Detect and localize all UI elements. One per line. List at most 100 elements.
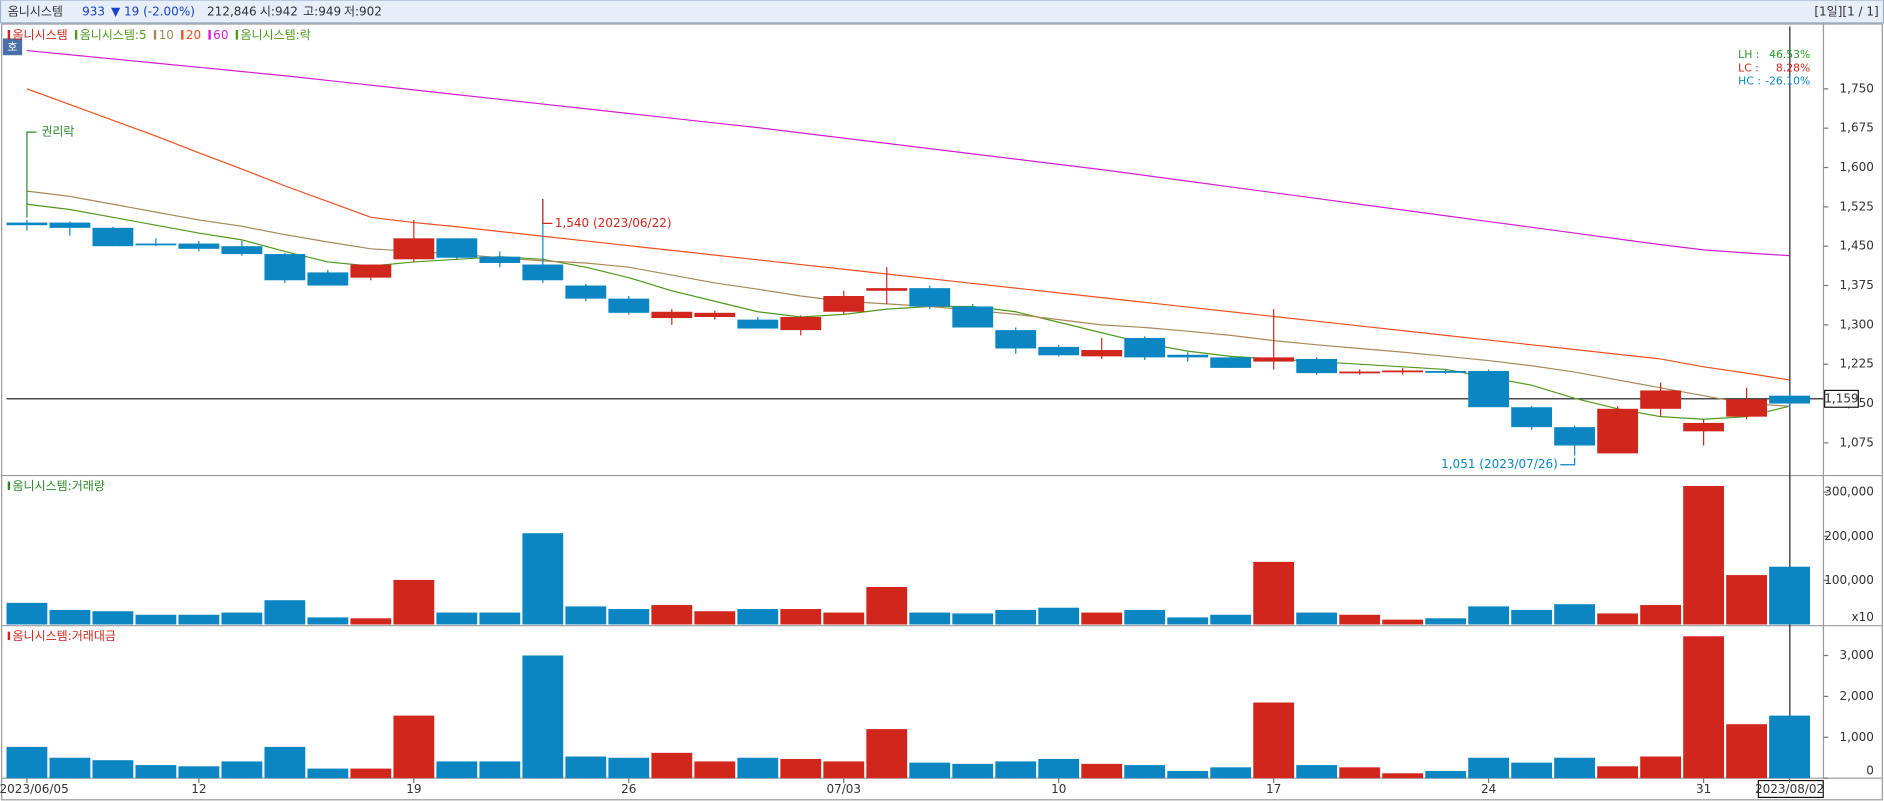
bar: [1167, 771, 1209, 779]
stat-label: LH :: [1738, 48, 1759, 61]
bar: [1597, 766, 1639, 779]
stock-name: 옴니시스템: [8, 5, 63, 19]
bar: [1726, 575, 1768, 625]
legend-marker: [181, 30, 184, 40]
frame: [1, 23, 1883, 801]
high-label: 1,540 (2023/06/22): [555, 216, 672, 230]
candle-body: [307, 272, 349, 286]
candle-body: [780, 317, 822, 331]
candle-body: [1425, 371, 1467, 373]
candle-body: [92, 227, 134, 247]
bar: [436, 612, 478, 625]
page-indicator[interactable]: [1일][1 / 1]: [1814, 5, 1878, 19]
x-tick-label: 2023/08/02: [1755, 782, 1824, 796]
bar: [866, 729, 908, 779]
candle-body: [350, 264, 392, 278]
ma-line: [26, 88, 1790, 381]
bar: [995, 609, 1037, 625]
bar: [1253, 561, 1295, 625]
bar: [823, 612, 865, 625]
ma-line: [26, 203, 1790, 420]
legend-marker: [208, 30, 211, 40]
candle-body: [1296, 358, 1338, 374]
candle-body: [565, 285, 607, 299]
bar: [1769, 715, 1811, 779]
candle-body: [1382, 370, 1424, 373]
candle-body: [1554, 427, 1596, 446]
bar: [995, 761, 1037, 779]
bar: [1425, 771, 1467, 779]
y-tick-label: 1,300: [1840, 317, 1874, 331]
ex-rights-marker: [26, 131, 37, 218]
bar: [135, 614, 177, 625]
bar: [92, 611, 134, 625]
stat-value: 46.53%: [1769, 48, 1810, 61]
bar: [178, 766, 220, 779]
bar: [1296, 612, 1338, 625]
bar: [221, 612, 263, 625]
bar: [49, 609, 91, 625]
date-box: [1757, 779, 1824, 798]
candle-body: [393, 238, 435, 260]
candle-body: [6, 222, 48, 226]
y-tick-label: 200,000: [1824, 529, 1874, 543]
candle-body: [1081, 350, 1123, 357]
bar: [780, 609, 822, 625]
y-tick-label: 1,000: [1840, 730, 1874, 744]
bar: [6, 602, 48, 625]
bar: [1425, 618, 1467, 625]
panel-marker: [7, 481, 11, 490]
bar: [436, 761, 478, 779]
x-tick-label: 17: [1266, 782, 1281, 796]
bar: [1640, 605, 1682, 625]
candle-body: [737, 319, 779, 329]
legend-label: 60: [213, 28, 228, 42]
price: 933: [82, 5, 105, 19]
legend-marker: [153, 30, 157, 40]
candle-body: [866, 288, 908, 291]
bar: [1683, 486, 1725, 625]
bar: [1038, 758, 1080, 779]
tag: 호: [8, 40, 18, 53]
y-tick-label: 2,000: [1840, 689, 1874, 703]
current-price-label: 1,159: [1824, 391, 1858, 405]
volume: 212,846: [207, 5, 257, 19]
x-tick-label: 24: [1481, 782, 1496, 796]
bar: [393, 715, 435, 779]
bar: [49, 757, 91, 779]
candle-body: [522, 264, 564, 281]
bar: [264, 746, 306, 779]
y-tick-label: 0: [1866, 763, 1874, 777]
bar: [1468, 606, 1510, 625]
bar: [221, 761, 263, 779]
candle-body: [135, 243, 177, 246]
candle-body: [436, 238, 478, 258]
bar: [1640, 756, 1682, 779]
bar: [1511, 762, 1553, 779]
bar: [1081, 763, 1123, 779]
change: ▼ 19 (-2.00%): [111, 5, 195, 19]
y-tick-label: 300,000: [1824, 485, 1874, 499]
ma-line: [26, 49, 1790, 257]
bar: [350, 618, 392, 625]
legend-label: 옴니시스템:락: [240, 28, 310, 42]
bar: [1296, 765, 1338, 779]
bar: [1382, 773, 1424, 779]
candle-body: [1339, 371, 1381, 374]
bar: [909, 762, 951, 779]
bar: [608, 757, 650, 779]
legend: 옴니시스템 옴니시스템:5 10 20 60 옴니시스템:락: [7, 28, 311, 42]
legend-label: 옴니시스템:5: [80, 28, 147, 42]
ma-line: [26, 190, 1790, 407]
legend-marker: [74, 30, 78, 40]
legend-marker: [235, 30, 239, 40]
candle-body: [1210, 357, 1252, 368]
bar: [737, 609, 779, 625]
bar: [952, 613, 994, 625]
candle-body: [1597, 408, 1639, 454]
tag-box[interactable]: [2, 38, 23, 56]
bar: [307, 617, 349, 625]
bar: [1339, 767, 1381, 779]
stat-value: -26.10%: [1765, 75, 1810, 88]
x-tick-label: 19: [406, 782, 421, 796]
